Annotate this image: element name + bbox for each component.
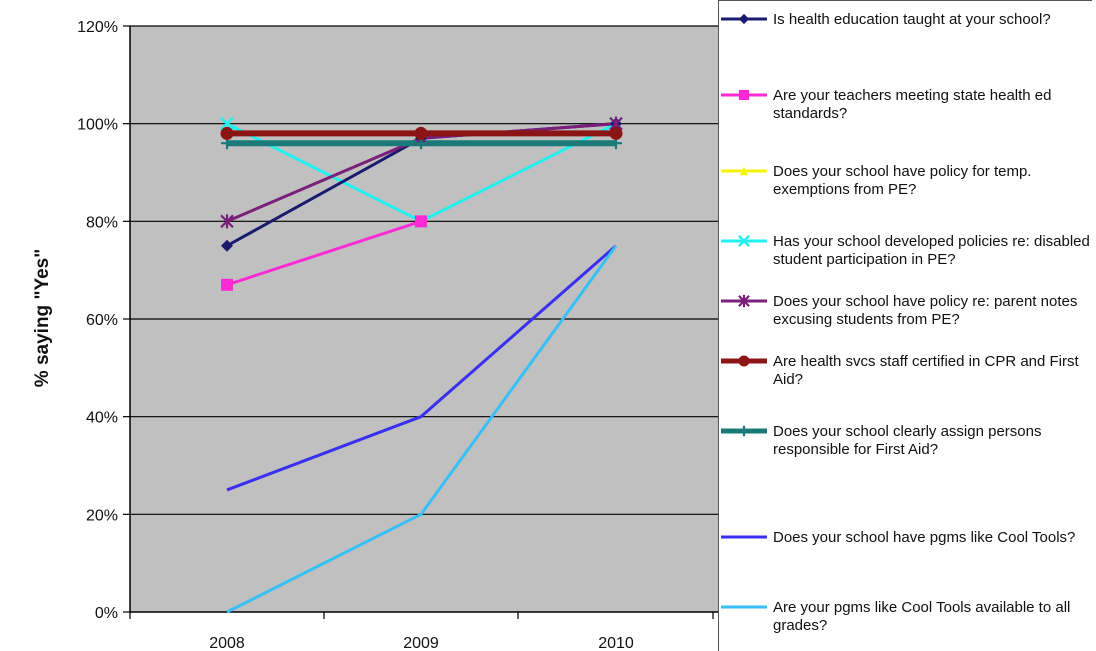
legend-swatch <box>721 423 771 439</box>
y-tick-label: 0% <box>95 605 118 622</box>
y-tick-labels: 0% 20% 40% 60% 80% 100% 120% <box>77 19 118 622</box>
data-point <box>738 355 749 366</box>
y-tick-label: 80% <box>86 214 118 231</box>
y-tick-label: 120% <box>77 19 118 36</box>
legend-label: Does your school clearly assign persons … <box>773 423 1091 459</box>
y-tick-label: 100% <box>77 117 118 134</box>
x-tick-label: 2009 <box>403 635 439 651</box>
y-tick-label: 20% <box>86 507 118 524</box>
data-point <box>415 215 427 227</box>
data-point <box>739 14 749 24</box>
y-tick-label: 40% <box>86 410 118 427</box>
legend-swatch <box>721 163 771 179</box>
legend-label: Does your school have policy re: parent … <box>773 293 1091 329</box>
data-point <box>739 90 749 100</box>
legend-label: Does your school have pgms like Cool Too… <box>773 529 1091 547</box>
legend-swatch <box>721 353 771 369</box>
legend-label: Has your school developed policies re: d… <box>773 233 1091 269</box>
legend-swatch <box>721 11 771 27</box>
x-tick-label: 2008 <box>209 635 245 651</box>
legend: Is health education taught at your schoo… <box>718 0 1092 651</box>
y-tick-label: 60% <box>86 312 118 329</box>
legend-label: Are health svcs staff certified in CPR a… <box>773 353 1091 389</box>
legend-label: Are your pgms like Cool Tools available … <box>773 599 1091 635</box>
data-point <box>415 127 428 140</box>
legend-label: Is health education taught at your schoo… <box>773 11 1091 29</box>
legend-swatch <box>721 233 771 249</box>
legend-swatch <box>721 87 771 103</box>
legend-swatch <box>721 599 771 615</box>
y-axis-label: % saying "Yes" <box>32 249 53 387</box>
data-point <box>610 127 623 140</box>
line-chart: 0% 20% 40% 60% 80% 100% 120% 2008 2009 2010 % sa… <box>0 0 718 651</box>
legend-swatch <box>721 529 771 545</box>
legend-label: Does your school have policy for temp. e… <box>773 163 1091 199</box>
x-tick-label: 2010 <box>598 635 634 651</box>
data-point <box>221 127 234 140</box>
legend-label: Are your teachers meeting state health e… <box>773 87 1091 123</box>
x-tick-labels: 2008 2009 2010 <box>130 612 713 651</box>
data-point <box>221 279 233 291</box>
legend-swatch <box>721 293 771 309</box>
data-point <box>739 426 749 436</box>
